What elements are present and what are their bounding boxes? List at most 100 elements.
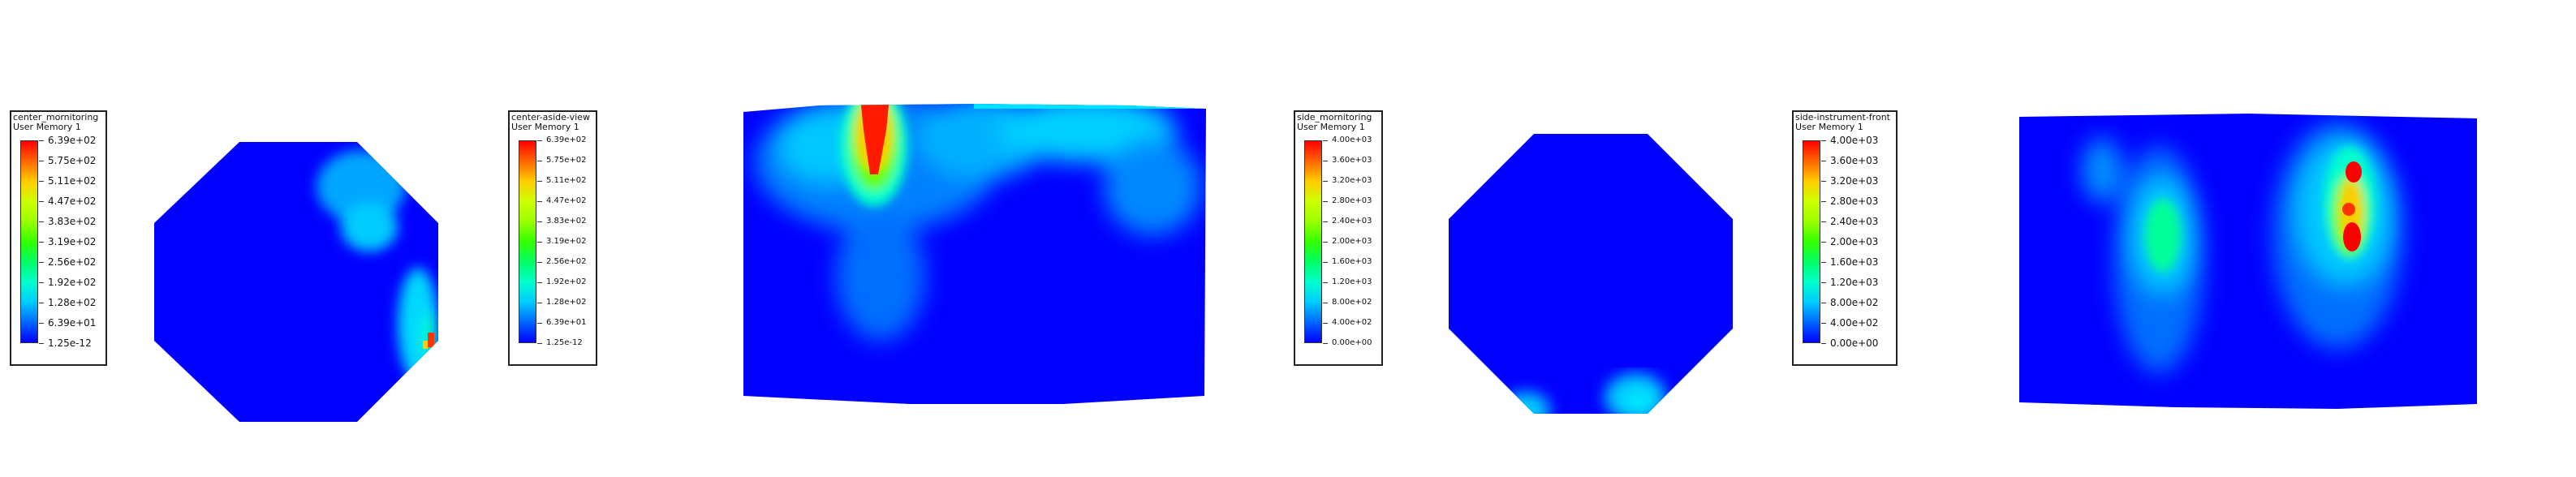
colorbar-tick [39,221,44,222]
colorbar-tick [1323,140,1328,141]
colorbar-tick-label: 1.28e+02 [546,298,587,307]
colorbar-tick [1323,323,1328,324]
colorbar-tick [1323,262,1328,263]
colorbar-tick [1821,242,1826,243]
colorbar-tick-label: 2.56e+02 [48,256,97,268]
legend-center-monitoring: center_mornitoring User Memory 1 6.39e+0… [10,110,107,366]
colorbar-tick [39,201,44,202]
colorbar-tick [1821,140,1826,141]
colorbar-tick [1821,323,1826,324]
colorbar-tick-label: 5.75e+02 [546,156,587,165]
colorbar-tick-label: 4.00e+03 [1332,135,1372,144]
colorbar-tick [537,343,542,344]
side-instrument-front-view [2019,114,2477,409]
colorbar-tick [39,282,44,283]
colorbar-tick-label: 1.92e+02 [546,277,587,286]
colorbar-tick-label: 6.39e+02 [48,135,97,146]
colorbar-tick-label: 2.40e+03 [1830,216,1879,227]
colorbar-tick-label: 5.75e+02 [48,155,97,166]
colorbar-tick [1821,181,1826,182]
colorbar-tick [1323,282,1328,283]
colorbar-tick-label: 8.00e+02 [1332,298,1372,307]
colorbar-tick [537,221,542,222]
colorbar [20,140,38,343]
legend-center-aside-view: center-aside-view User Memory 1 6.39e+02… [508,110,597,366]
colorbar-tick-label: 3.19e+02 [48,236,97,247]
colorbar-tick-label: 2.40e+03 [1332,217,1372,226]
colorbar-tick-label: 6.39e+01 [48,317,97,329]
colorbar-tick-label: 4.00e+02 [1830,317,1879,329]
colorbar-tick [1323,201,1328,202]
colorbar-tick [39,343,44,344]
colorbar-tick [537,323,542,324]
colorbar-tick [537,181,542,182]
legend-title: center-aside-view [511,112,590,122]
colorbar-tick [1821,343,1826,344]
colorbar-tick [1323,221,1328,222]
colorbar-tick [1323,343,1328,344]
colorbar-tick [39,181,44,182]
colorbar-tick [39,242,44,243]
legend-title: side-instrument-front [1795,112,1890,122]
colorbar-tick-label: 4.00e+03 [1830,135,1879,146]
colorbar-tick [537,262,542,263]
colorbar-tick [1323,242,1328,243]
colorbar-tick-label: 1.60e+03 [1332,257,1372,266]
colorbar-tick-label: 2.00e+03 [1830,236,1879,247]
colorbar-tick-label: 3.60e+03 [1332,156,1372,165]
colorbar-tick-label: 0.00e+00 [1830,337,1879,349]
colorbar-tick [1821,201,1826,202]
colorbar-tick-label: 1.25e-12 [546,338,583,347]
colorbar-tick [537,140,542,141]
colorbar-tick [39,262,44,263]
colorbar [1803,140,1820,343]
colorbar-tick [537,242,542,243]
legend-subtitle: User Memory 1 [1795,122,1863,132]
legend-side-monitoring: side_mornitoring User Memory 1 4.00e+03 3… [1294,110,1383,366]
colorbar-tick [39,323,44,324]
colorbar-tick-label: 3.20e+03 [1332,176,1372,185]
legend-subtitle: User Memory 1 [511,122,579,132]
legend-side-instrument-front: side-instrument-front User Memory 1 4.00… [1792,110,1898,366]
colorbar-tick-label: 0.00e+00 [1332,338,1372,347]
colorbar-tick-label: 3.60e+03 [1830,155,1879,166]
colorbar-tick-label: 1.92e+02 [48,277,97,288]
colorbar [1304,140,1322,343]
colorbar-tick-label: 3.20e+03 [1830,175,1879,187]
colorbar-tick [1821,282,1826,283]
colorbar-tick [39,140,44,141]
colorbar-tick-label: 6.39e+02 [546,135,587,144]
colorbar-tick-label: 2.80e+03 [1830,196,1879,207]
colorbar-tick-label: 4.47e+02 [546,196,587,205]
colorbar-tick-label: 2.00e+03 [1332,237,1372,246]
colorbar-tick-label: 1.28e+02 [48,297,97,308]
colorbar-tick-label: 1.60e+03 [1830,256,1879,268]
colorbar-tick-label: 8.00e+02 [1830,297,1879,308]
legend-subtitle: User Memory 1 [13,122,81,132]
colorbar-tick-label: 3.19e+02 [546,237,587,246]
colorbar-tick-label: 6.39e+01 [546,318,587,327]
colorbar-tick-label: 3.83e+02 [546,217,587,226]
colorbar [519,140,536,343]
side-monitoring-view [1449,134,1733,414]
colorbar-tick-label: 1.25e-12 [48,337,92,349]
legend-subtitle: User Memory 1 [1297,122,1365,132]
colorbar-tick-label: 2.80e+03 [1332,196,1372,205]
colorbar-tick [1821,262,1826,263]
legend-title: center_mornitoring [13,112,99,122]
colorbar-tick-label: 4.00e+02 [1332,318,1372,327]
colorbar-tick-label: 1.20e+03 [1332,277,1372,286]
center-aside-view [743,104,1206,404]
colorbar-tick-label: 1.20e+03 [1830,277,1879,288]
colorbar-tick [537,282,542,283]
colorbar-tick [1821,221,1826,222]
colorbar-tick-label: 5.11e+02 [48,175,97,187]
center-monitoring-view [154,142,438,422]
colorbar-tick-label: 5.11e+02 [546,176,587,185]
colorbar-tick-label: 2.56e+02 [546,257,587,266]
colorbar-tick-label: 3.83e+02 [48,216,97,227]
legend-title: side_mornitoring [1297,112,1372,122]
colorbar-tick [1323,181,1328,182]
colorbar-tick-label: 4.47e+02 [48,196,97,207]
colorbar-tick [537,201,542,202]
